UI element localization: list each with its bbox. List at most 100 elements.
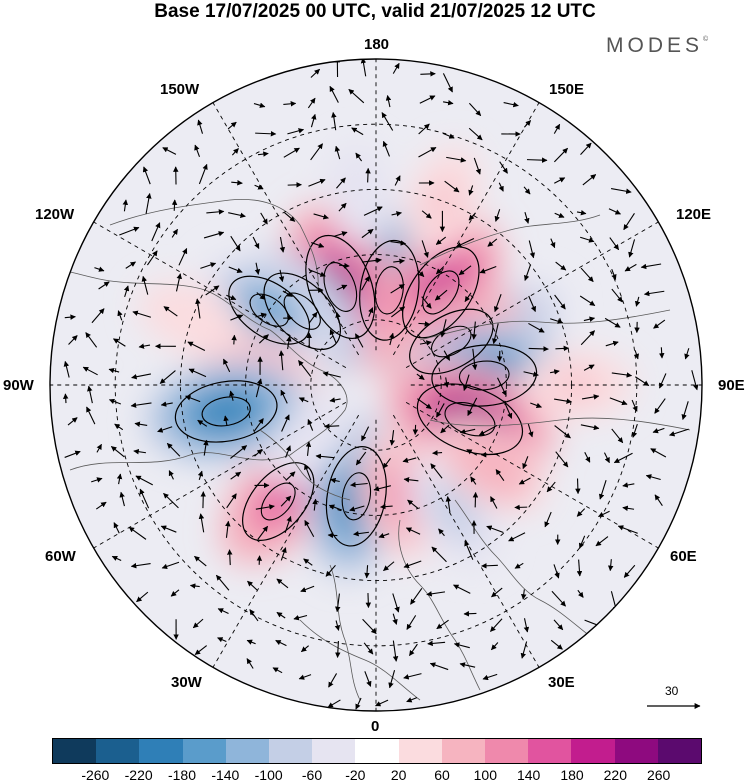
wind-arrow bbox=[631, 399, 638, 412]
wind-arrow bbox=[67, 417, 78, 426]
anomaly-contour bbox=[431, 344, 538, 407]
wind-arrow bbox=[139, 488, 150, 509]
wind-arrow bbox=[421, 296, 432, 309]
wind-arrow bbox=[440, 424, 450, 434]
wind-arrow bbox=[584, 452, 591, 463]
wind-arrow bbox=[217, 608, 229, 614]
brand-text: MODES bbox=[606, 34, 704, 57]
wind-arrow bbox=[161, 561, 180, 570]
wind-arrow bbox=[609, 397, 628, 406]
lon-label-60e: 60E bbox=[670, 548, 697, 565]
wind-arrow bbox=[203, 439, 209, 456]
wind-arrow bbox=[168, 470, 174, 480]
colorbar-ticks: -260 -220 -180 -140 -100 -60 -20 20 60 100 140 180 2… bbox=[0, 768, 750, 783]
wind-arrow bbox=[117, 310, 123, 321]
wind-arrow bbox=[487, 238, 498, 247]
wind-arrow bbox=[508, 532, 526, 542]
latitude-circle bbox=[245, 254, 507, 516]
wind-arrow bbox=[336, 177, 346, 189]
wind-arrow bbox=[544, 511, 552, 528]
wind-arrow bbox=[382, 457, 391, 469]
wind-arrow bbox=[114, 423, 124, 431]
wind-arrow bbox=[603, 452, 610, 464]
wind-arrow bbox=[658, 347, 665, 359]
wind-arrow bbox=[145, 192, 152, 214]
wind-arrow bbox=[363, 642, 374, 655]
wind-arrow bbox=[160, 401, 173, 407]
wind-arrow bbox=[230, 314, 244, 321]
wind-arrow bbox=[643, 290, 665, 297]
wind-arrow bbox=[467, 397, 478, 416]
wind-arrow bbox=[257, 151, 269, 157]
colorbar-swatch bbox=[441, 739, 486, 763]
wind-arrow bbox=[421, 210, 432, 219]
coastline bbox=[329, 564, 361, 701]
wind-arrow bbox=[435, 266, 445, 275]
wind-arrow bbox=[311, 242, 325, 248]
wind-arrow bbox=[198, 163, 208, 185]
lon-label-120e: 120E bbox=[676, 206, 712, 223]
wind-arrow bbox=[64, 450, 81, 458]
wind-arrow bbox=[355, 451, 367, 466]
wind-arrow bbox=[580, 142, 592, 155]
wind-arrow bbox=[198, 513, 205, 533]
wind-arrow bbox=[383, 561, 395, 572]
wind-arrow bbox=[348, 88, 365, 104]
wind-arrow bbox=[125, 261, 136, 269]
wind-arrow bbox=[440, 319, 447, 338]
wind-arrow bbox=[113, 522, 120, 534]
wind-arrow bbox=[300, 645, 309, 653]
wind-arrow bbox=[633, 350, 640, 360]
wind-arrow bbox=[443, 377, 450, 388]
meridian-line bbox=[212, 414, 360, 668]
wind-arrow bbox=[178, 248, 188, 266]
wind-arrow bbox=[581, 394, 600, 400]
wind-arrow bbox=[94, 266, 105, 272]
wind-arrow bbox=[327, 532, 338, 539]
wind-arrow bbox=[258, 334, 269, 344]
wind-arrow bbox=[497, 377, 507, 397]
wind-arrow bbox=[138, 343, 151, 349]
wind-arrow bbox=[522, 456, 529, 470]
meridian-line bbox=[93, 401, 347, 549]
wind-arrow bbox=[310, 68, 320, 78]
wind-arrow bbox=[518, 477, 531, 485]
lon-label-150w: 150W bbox=[160, 81, 200, 98]
wind-arrow bbox=[490, 618, 503, 632]
wind-arrow bbox=[610, 188, 632, 194]
meridian-line bbox=[212, 102, 360, 356]
wind-arrow bbox=[256, 292, 266, 300]
wind-arrow bbox=[464, 292, 472, 302]
wind-arrow bbox=[230, 445, 248, 459]
wind-arrow bbox=[360, 59, 367, 77]
wind-arrow bbox=[654, 398, 666, 414]
wind-arrow bbox=[255, 312, 267, 318]
wind-arrow bbox=[409, 643, 418, 657]
wind-arrow bbox=[223, 415, 229, 426]
wind-arrow bbox=[624, 263, 637, 272]
wind-arrow bbox=[609, 237, 620, 251]
wind-arrow bbox=[526, 157, 548, 163]
wind-arrow bbox=[418, 123, 430, 135]
wind-arrow bbox=[338, 202, 347, 212]
wind-arrow bbox=[225, 520, 231, 538]
wind-arrow bbox=[64, 314, 76, 320]
wind-arrow bbox=[282, 290, 293, 297]
wind-arrow bbox=[305, 441, 312, 456]
wind-arrow bbox=[197, 419, 208, 427]
map-title: Base 17/07/2025 00 UTC, valid 21/07/2025… bbox=[154, 1, 596, 22]
wind-arrow bbox=[390, 240, 407, 246]
wind-arrow bbox=[298, 397, 309, 403]
wind-arrow bbox=[528, 322, 545, 333]
wind-arrow bbox=[116, 473, 123, 485]
polar-map bbox=[49, 58, 703, 712]
wind-arrow bbox=[227, 121, 237, 130]
wind-arrow bbox=[421, 240, 429, 258]
wind-arrow bbox=[389, 430, 396, 446]
colorbar-swatch bbox=[398, 739, 442, 763]
wind-arrow bbox=[293, 614, 308, 621]
wind-arrow bbox=[611, 372, 633, 378]
wind-arrow bbox=[108, 367, 120, 374]
colorbar-tick-label: -100 bbox=[254, 767, 283, 783]
wind-arrow bbox=[555, 261, 567, 271]
